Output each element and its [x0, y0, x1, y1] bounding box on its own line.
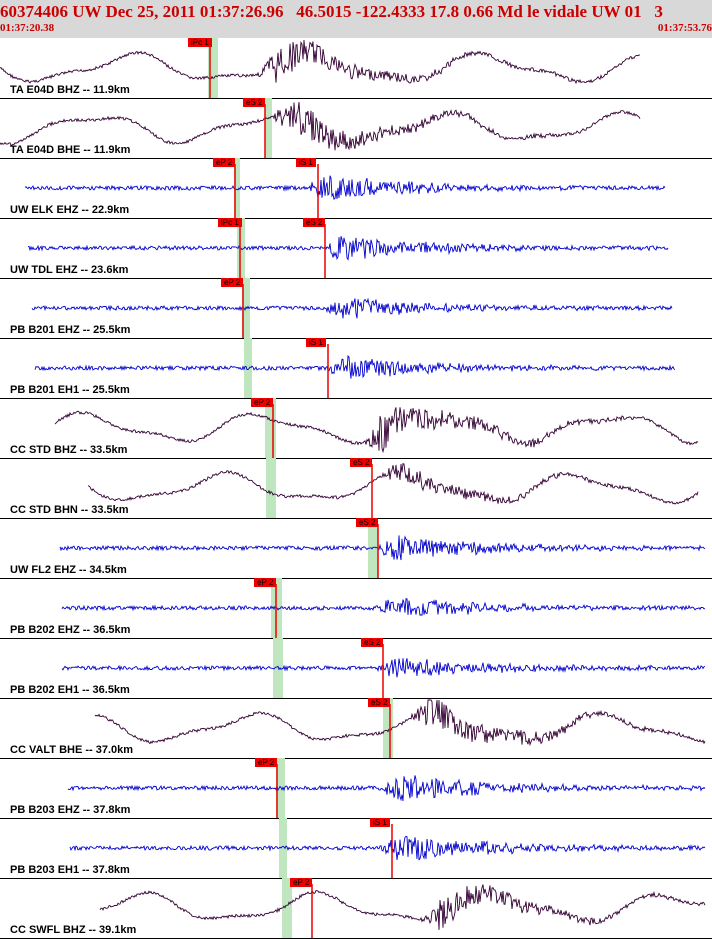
pick-label[interactable]: iPc 1: [218, 218, 242, 227]
pick-label[interactable]: eS 2: [361, 638, 384, 647]
seismogram-panel: iPc 1 TA E04D BHZ -- 11.9km eS 2 TA E04D BH…: [0, 38, 712, 939]
waveform: [61, 578, 706, 638]
waveform: [94, 698, 706, 758]
waveform-line: [0, 39, 641, 85]
station-label: UW FL2 EHZ -- 34.5km: [10, 564, 127, 576]
trace-row[interactable]: iPc 1 TA E04D BHZ -- 11.9km: [0, 38, 712, 99]
pick-window: [383, 698, 393, 758]
waveform-line: [31, 297, 673, 319]
time-end-label: 01:37:53.76: [657, 22, 712, 34]
station-label: PB B203 EH1 -- 37.8km: [10, 864, 130, 876]
station-label: PB B202 EHZ -- 36.5km: [10, 624, 131, 636]
pick-label[interactable]: eP 2: [290, 878, 313, 887]
pick-window: [276, 758, 285, 818]
waveform: [24, 158, 666, 218]
waveform: [27, 218, 669, 278]
waveform: [67, 758, 706, 818]
trace-row[interactable]: eS 2 UW FL2 EHZ -- 34.5km: [0, 518, 712, 579]
station-label: PB B203 EHZ -- 37.8km: [10, 804, 131, 816]
trace-row[interactable]: eS 2 PB B202 EH1 -- 36.5km: [0, 638, 712, 699]
pick-label[interactable]: eP 2: [221, 278, 244, 287]
trace-row[interactable]: eS 2 TA E04D BHE -- 11.9km: [0, 98, 712, 159]
station-label: CC VALT BHE -- 37.0km: [10, 744, 134, 756]
pick-label[interactable]: eP 2: [254, 578, 277, 587]
waveform-line: [94, 699, 706, 747]
station-label: PB B202 EH1 -- 36.5km: [10, 684, 130, 696]
waveform-line: [69, 835, 706, 861]
pick-window: [208, 38, 218, 98]
pick-label[interactable]: iS 1: [296, 158, 316, 167]
trace-row[interactable]: eP 2 PB B202 EHZ -- 36.5km: [0, 578, 712, 639]
pick-window: [279, 818, 287, 878]
waveform-line: [67, 775, 706, 802]
pick-label[interactable]: iS 1: [370, 818, 390, 827]
trace-row[interactable]: eP 2 iS 1 UW ELK EHZ -- 22.9km: [0, 158, 712, 219]
waveform-line: [59, 535, 706, 561]
waveform: [61, 638, 706, 698]
trace-row[interactable]: eP 2 CC SWFL BHZ -- 39.1km: [0, 878, 712, 939]
pick-label[interactable]: eS 2: [368, 698, 391, 707]
pick-label[interactable]: eS 2: [243, 98, 266, 107]
pick-label[interactable]: eS 2: [350, 458, 373, 467]
waveform: [59, 518, 706, 578]
trace-row[interactable]: eP 2 CC STD BHZ -- 33.5km: [0, 398, 712, 459]
time-start-label: 01:37:20.38: [0, 22, 55, 34]
waveform-line: [34, 354, 676, 379]
waveform: [0, 38, 641, 98]
waveform: [87, 458, 699, 518]
pick-window: [265, 98, 272, 158]
pick-window: [273, 638, 283, 698]
pick-window: [282, 878, 292, 938]
waveform: [69, 818, 706, 878]
station-label: UW ELK EHZ -- 22.9km: [10, 204, 130, 216]
station-label: PB B201 EHZ -- 25.5km: [10, 324, 131, 336]
station-label: UW TDL EHZ -- 23.6km: [10, 264, 129, 276]
pick-label[interactable]: eP 2: [255, 758, 278, 767]
pick-label[interactable]: eP 2: [251, 398, 274, 407]
waveform-line: [0, 102, 641, 151]
station-label: TA E04D BHE -- 11.9km: [10, 144, 131, 156]
station-label: PB B201 EH1 -- 25.5km: [10, 384, 130, 396]
trace-row[interactable]: iPc 1 eS 2 UW TDL EHZ -- 23.6km: [0, 218, 712, 279]
station-label: CC STD BHN -- 33.5km: [10, 504, 129, 516]
waveform-line: [99, 884, 706, 930]
waveform-line: [61, 598, 706, 616]
pick-label[interactable]: iPc 1: [188, 38, 212, 47]
waveform-line: [54, 407, 699, 454]
pick-label[interactable]: eS 2: [356, 518, 379, 527]
waveform: [31, 278, 673, 338]
trace-row[interactable]: eP 2 PB B203 EHZ -- 37.8km: [0, 758, 712, 819]
pick-label[interactable]: eP 2: [213, 158, 236, 167]
pick-label[interactable]: iS 1: [306, 338, 326, 347]
pick-window: [265, 398, 276, 458]
waveform-line: [27, 236, 669, 261]
waveform: [0, 98, 641, 158]
waveform: [34, 338, 676, 398]
station-label: CC SWFL BHZ -- 39.1km: [10, 924, 137, 936]
pick-window: [244, 338, 252, 398]
waveform: [99, 878, 706, 938]
waveform-line: [24, 175, 666, 200]
station-label: TA E04D BHZ -- 11.9km: [10, 84, 130, 96]
trace-row[interactable]: eS 2 CC STD BHN -- 33.5km: [0, 458, 712, 519]
header-bar: 60374406 UW Dec 25, 2011 01:37:26.96 46.…: [0, 0, 712, 38]
trace-row[interactable]: iS 1 PB B201 EH1 -- 25.5km: [0, 338, 712, 399]
pick-label[interactable]: eS 2: [303, 218, 326, 227]
waveform: [54, 398, 699, 458]
trace-row[interactable]: eP 2 PB B201 EHZ -- 25.5km: [0, 278, 712, 339]
pick-window: [234, 158, 240, 218]
event-title: 60374406 UW Dec 25, 2011 01:37:26.96 46.…: [0, 2, 663, 21]
waveform-line: [87, 462, 699, 505]
pick-window: [266, 458, 276, 518]
trace-row[interactable]: eS 2 CC VALT BHE -- 37.0km: [0, 698, 712, 759]
station-label: CC STD BHZ -- 33.5km: [10, 444, 128, 456]
trace-row[interactable]: iS 1 PB B203 EH1 -- 37.8km: [0, 818, 712, 879]
